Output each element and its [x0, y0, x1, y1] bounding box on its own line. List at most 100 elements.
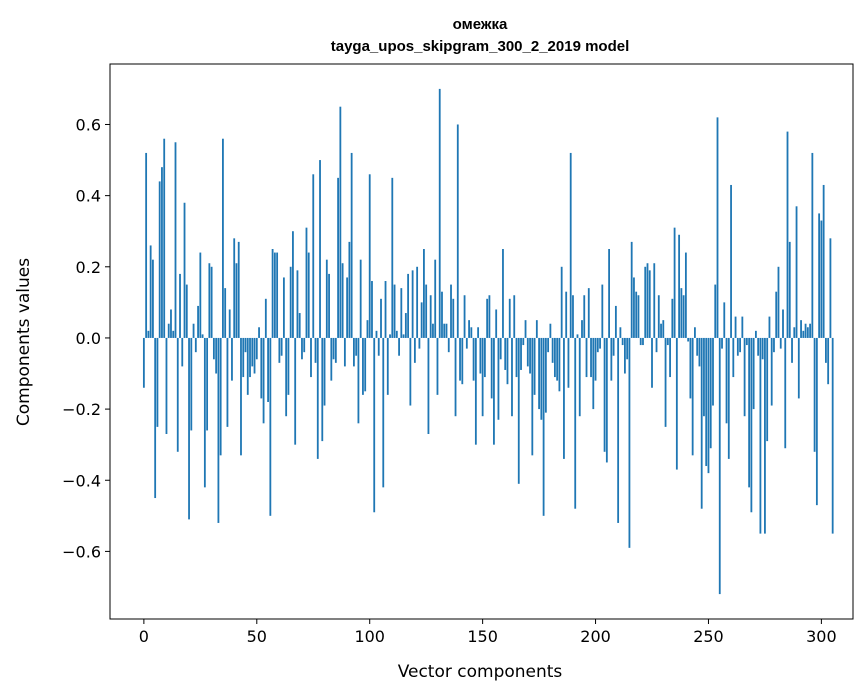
bar — [488, 295, 491, 338]
bar — [820, 220, 823, 338]
bar — [617, 337, 620, 523]
bar — [761, 337, 764, 360]
bar — [626, 337, 629, 360]
bar — [400, 288, 403, 338]
bar — [752, 337, 755, 410]
bar — [664, 337, 667, 427]
bar — [576, 334, 579, 338]
x-tick-label: 100 — [354, 627, 385, 646]
bar — [237, 241, 240, 338]
bar — [811, 152, 814, 338]
y-axis-label: Components values — [14, 258, 34, 426]
bar — [535, 320, 538, 338]
bar — [142, 337, 145, 388]
bar — [526, 337, 529, 367]
bar — [703, 337, 705, 417]
bar — [741, 316, 744, 338]
bar — [689, 337, 692, 399]
bar — [599, 337, 601, 349]
bar — [764, 337, 766, 534]
bar — [542, 337, 545, 516]
bar — [278, 337, 281, 363]
bar — [572, 295, 574, 338]
bar — [298, 313, 301, 338]
bar — [655, 337, 658, 353]
bar — [395, 330, 398, 338]
bar — [608, 249, 610, 338]
bar — [434, 259, 437, 338]
bar — [520, 337, 522, 370]
bar — [508, 298, 511, 338]
bar — [736, 337, 739, 356]
bar — [529, 337, 531, 374]
bar — [531, 337, 534, 456]
bar — [262, 337, 265, 424]
bar — [477, 327, 480, 338]
bar — [639, 337, 642, 346]
bar — [156, 337, 159, 427]
bar — [705, 337, 708, 467]
bar — [145, 152, 148, 338]
x-tick-label: 150 — [467, 627, 498, 646]
bar — [255, 337, 258, 360]
bar — [504, 337, 507, 370]
bar — [364, 337, 367, 392]
bar — [341, 263, 344, 338]
bar — [569, 152, 572, 338]
bar — [587, 288, 590, 338]
bar — [511, 337, 513, 417]
bar — [556, 337, 559, 381]
bar — [463, 295, 466, 338]
bar — [773, 337, 775, 353]
bar — [233, 238, 236, 338]
bar — [490, 337, 493, 399]
bar — [206, 337, 209, 431]
bar — [675, 337, 678, 470]
bar — [818, 213, 821, 338]
bar — [727, 337, 730, 459]
bar — [506, 337, 509, 385]
bar — [285, 337, 288, 417]
bar — [292, 231, 294, 338]
bar — [316, 337, 319, 459]
bar — [646, 263, 649, 338]
bar — [644, 266, 647, 338]
bar — [271, 249, 274, 338]
bar — [628, 337, 631, 548]
bar — [289, 266, 292, 338]
bar — [795, 206, 798, 338]
bar — [470, 327, 473, 338]
bar — [183, 202, 186, 338]
bar — [775, 291, 778, 338]
bar — [637, 295, 640, 338]
bar — [450, 284, 452, 338]
bar — [662, 320, 665, 338]
bar — [648, 270, 651, 338]
bar — [391, 177, 394, 338]
bar — [721, 337, 723, 349]
bar — [709, 337, 712, 449]
bar — [754, 330, 757, 338]
y-tick-label: 0.2 — [76, 258, 101, 277]
bar — [700, 337, 703, 509]
bar — [314, 337, 317, 363]
bar — [813, 337, 816, 452]
bar — [766, 337, 769, 442]
x-tick-label: 300 — [806, 627, 837, 646]
bar — [199, 252, 202, 338]
bar — [445, 323, 448, 338]
bar — [163, 138, 166, 338]
bar — [734, 316, 737, 338]
bar — [603, 337, 606, 452]
bar — [630, 241, 633, 338]
bar — [558, 337, 561, 392]
bar — [642, 337, 644, 346]
bar — [244, 337, 247, 353]
bar — [420, 302, 423, 338]
bar — [402, 334, 405, 338]
bar — [610, 337, 613, 381]
bar — [377, 337, 380, 356]
bar — [474, 337, 477, 445]
bar — [210, 266, 213, 338]
bar — [208, 263, 211, 338]
